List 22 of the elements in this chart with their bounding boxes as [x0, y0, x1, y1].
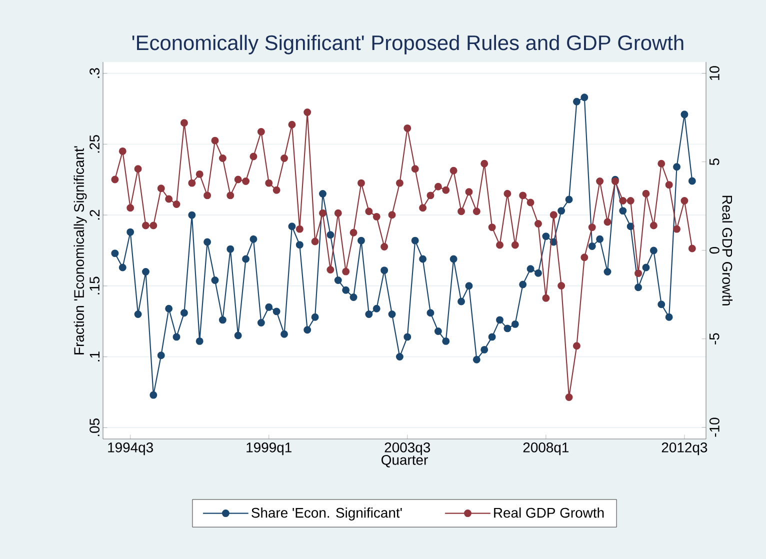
- x-tick-label: 1999q1: [246, 442, 292, 456]
- y2-tick-label: -5: [710, 333, 720, 344]
- y2-tick-label: 10: [710, 66, 720, 80]
- y2-axis-title: Real GDP Growth: [722, 196, 733, 306]
- x-tick-label: 2003q3: [384, 442, 430, 456]
- y-tick-label: .2: [90, 210, 100, 220]
- y2-tick-label: 5: [710, 158, 720, 166]
- y2-tick-label: 0: [710, 246, 720, 254]
- x-tick-label: 1994q3: [108, 442, 153, 456]
- y-tick-label: .1: [90, 352, 100, 362]
- legend-label: Share 'Econ. Significant': [252, 507, 402, 520]
- y-tick-label: .05: [90, 418, 100, 436]
- x-tick-label: 2012q3: [662, 442, 708, 456]
- y-axis-title: Fraction 'Economically Significant': [74, 146, 87, 354]
- y-tick-label: .3: [90, 68, 100, 78]
- x-axis-title: Quarter: [382, 454, 428, 468]
- y-tick-label: .25: [90, 135, 100, 153]
- chart-title: 'Economically Significant' Proposed Rules and GDP Growth: [132, 34, 684, 54]
- x-tick-label: 2008q1: [523, 442, 569, 456]
- y-tick-label: .15: [90, 276, 100, 294]
- legend-label: Real GDP Growth: [494, 507, 604, 518]
- y2-tick-label: -10: [710, 418, 720, 437]
